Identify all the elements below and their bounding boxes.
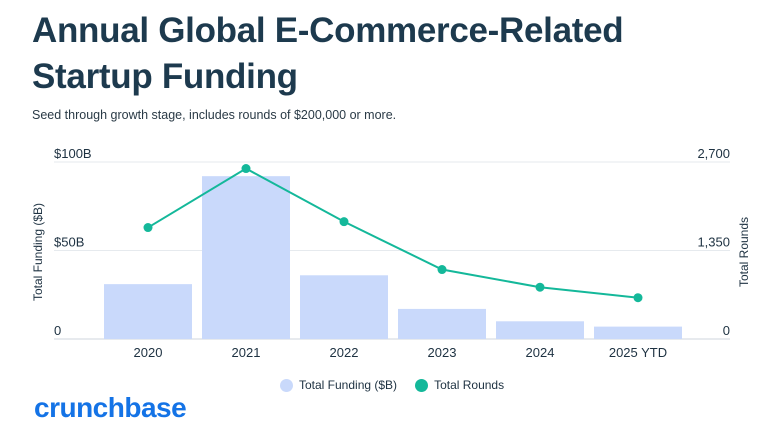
- x-tick-label: 2021: [232, 345, 261, 360]
- legend-item-rounds: Total Rounds: [415, 378, 504, 392]
- x-tick-label: 2020: [134, 345, 163, 360]
- chart-subtitle: Seed through growth stage, includes roun…: [32, 108, 397, 122]
- rounds-point: [339, 217, 349, 227]
- rounds-point: [535, 282, 545, 292]
- y2-axis-title: Total Rounds: [737, 217, 751, 287]
- legend-label-funding: Total Funding ($B): [299, 378, 398, 392]
- x-tick-label: 2022: [330, 345, 359, 360]
- x-tick-label: 2023: [428, 345, 457, 360]
- funding-bar: [202, 176, 290, 339]
- rounds-point: [143, 223, 153, 233]
- funding-bar: [398, 308, 486, 339]
- rounds-point: [241, 164, 251, 174]
- rounds-point: [437, 265, 447, 275]
- chart-title: Annual Global E-Commerce-Related Startup…: [32, 11, 624, 96]
- legend-swatch-funding: [280, 378, 293, 392]
- rounds-line: [143, 164, 643, 303]
- y2-tick-label: 1,350: [697, 235, 730, 250]
- y2-tick-label: 0: [723, 323, 730, 338]
- x-tick-label: 2024: [526, 345, 555, 360]
- axis-ticks: 0 $50B $100B 0 1,350 2,700 2020 2021 2022 2023 202…: [54, 146, 730, 360]
- x-tick-label: 2025 YTD: [609, 345, 667, 360]
- rounds-point: [633, 293, 643, 303]
- funding-bars: [104, 176, 682, 339]
- chart-legend: Total Funding ($B) Total Rounds: [280, 378, 514, 392]
- legend-swatch-rounds: [415, 378, 429, 392]
- legend-label-rounds: Total Rounds: [434, 378, 505, 392]
- y-axis-title: Total Funding ($B): [31, 203, 45, 301]
- funding-bar: [594, 326, 682, 339]
- funding-bar: [496, 321, 584, 339]
- legend-item-funding: Total Funding ($B): [280, 378, 397, 392]
- y2-tick-label: 2,700: [697, 146, 730, 161]
- funding-bar: [300, 275, 388, 339]
- funding-bar: [104, 284, 192, 339]
- y-tick-label: 0: [54, 323, 61, 338]
- crunchbase-logo: crunchbase: [34, 392, 187, 423]
- y-tick-label: $100B: [54, 146, 92, 161]
- y-tick-label: $50B: [54, 235, 84, 250]
- rounds-line-path: [147, 167, 639, 299]
